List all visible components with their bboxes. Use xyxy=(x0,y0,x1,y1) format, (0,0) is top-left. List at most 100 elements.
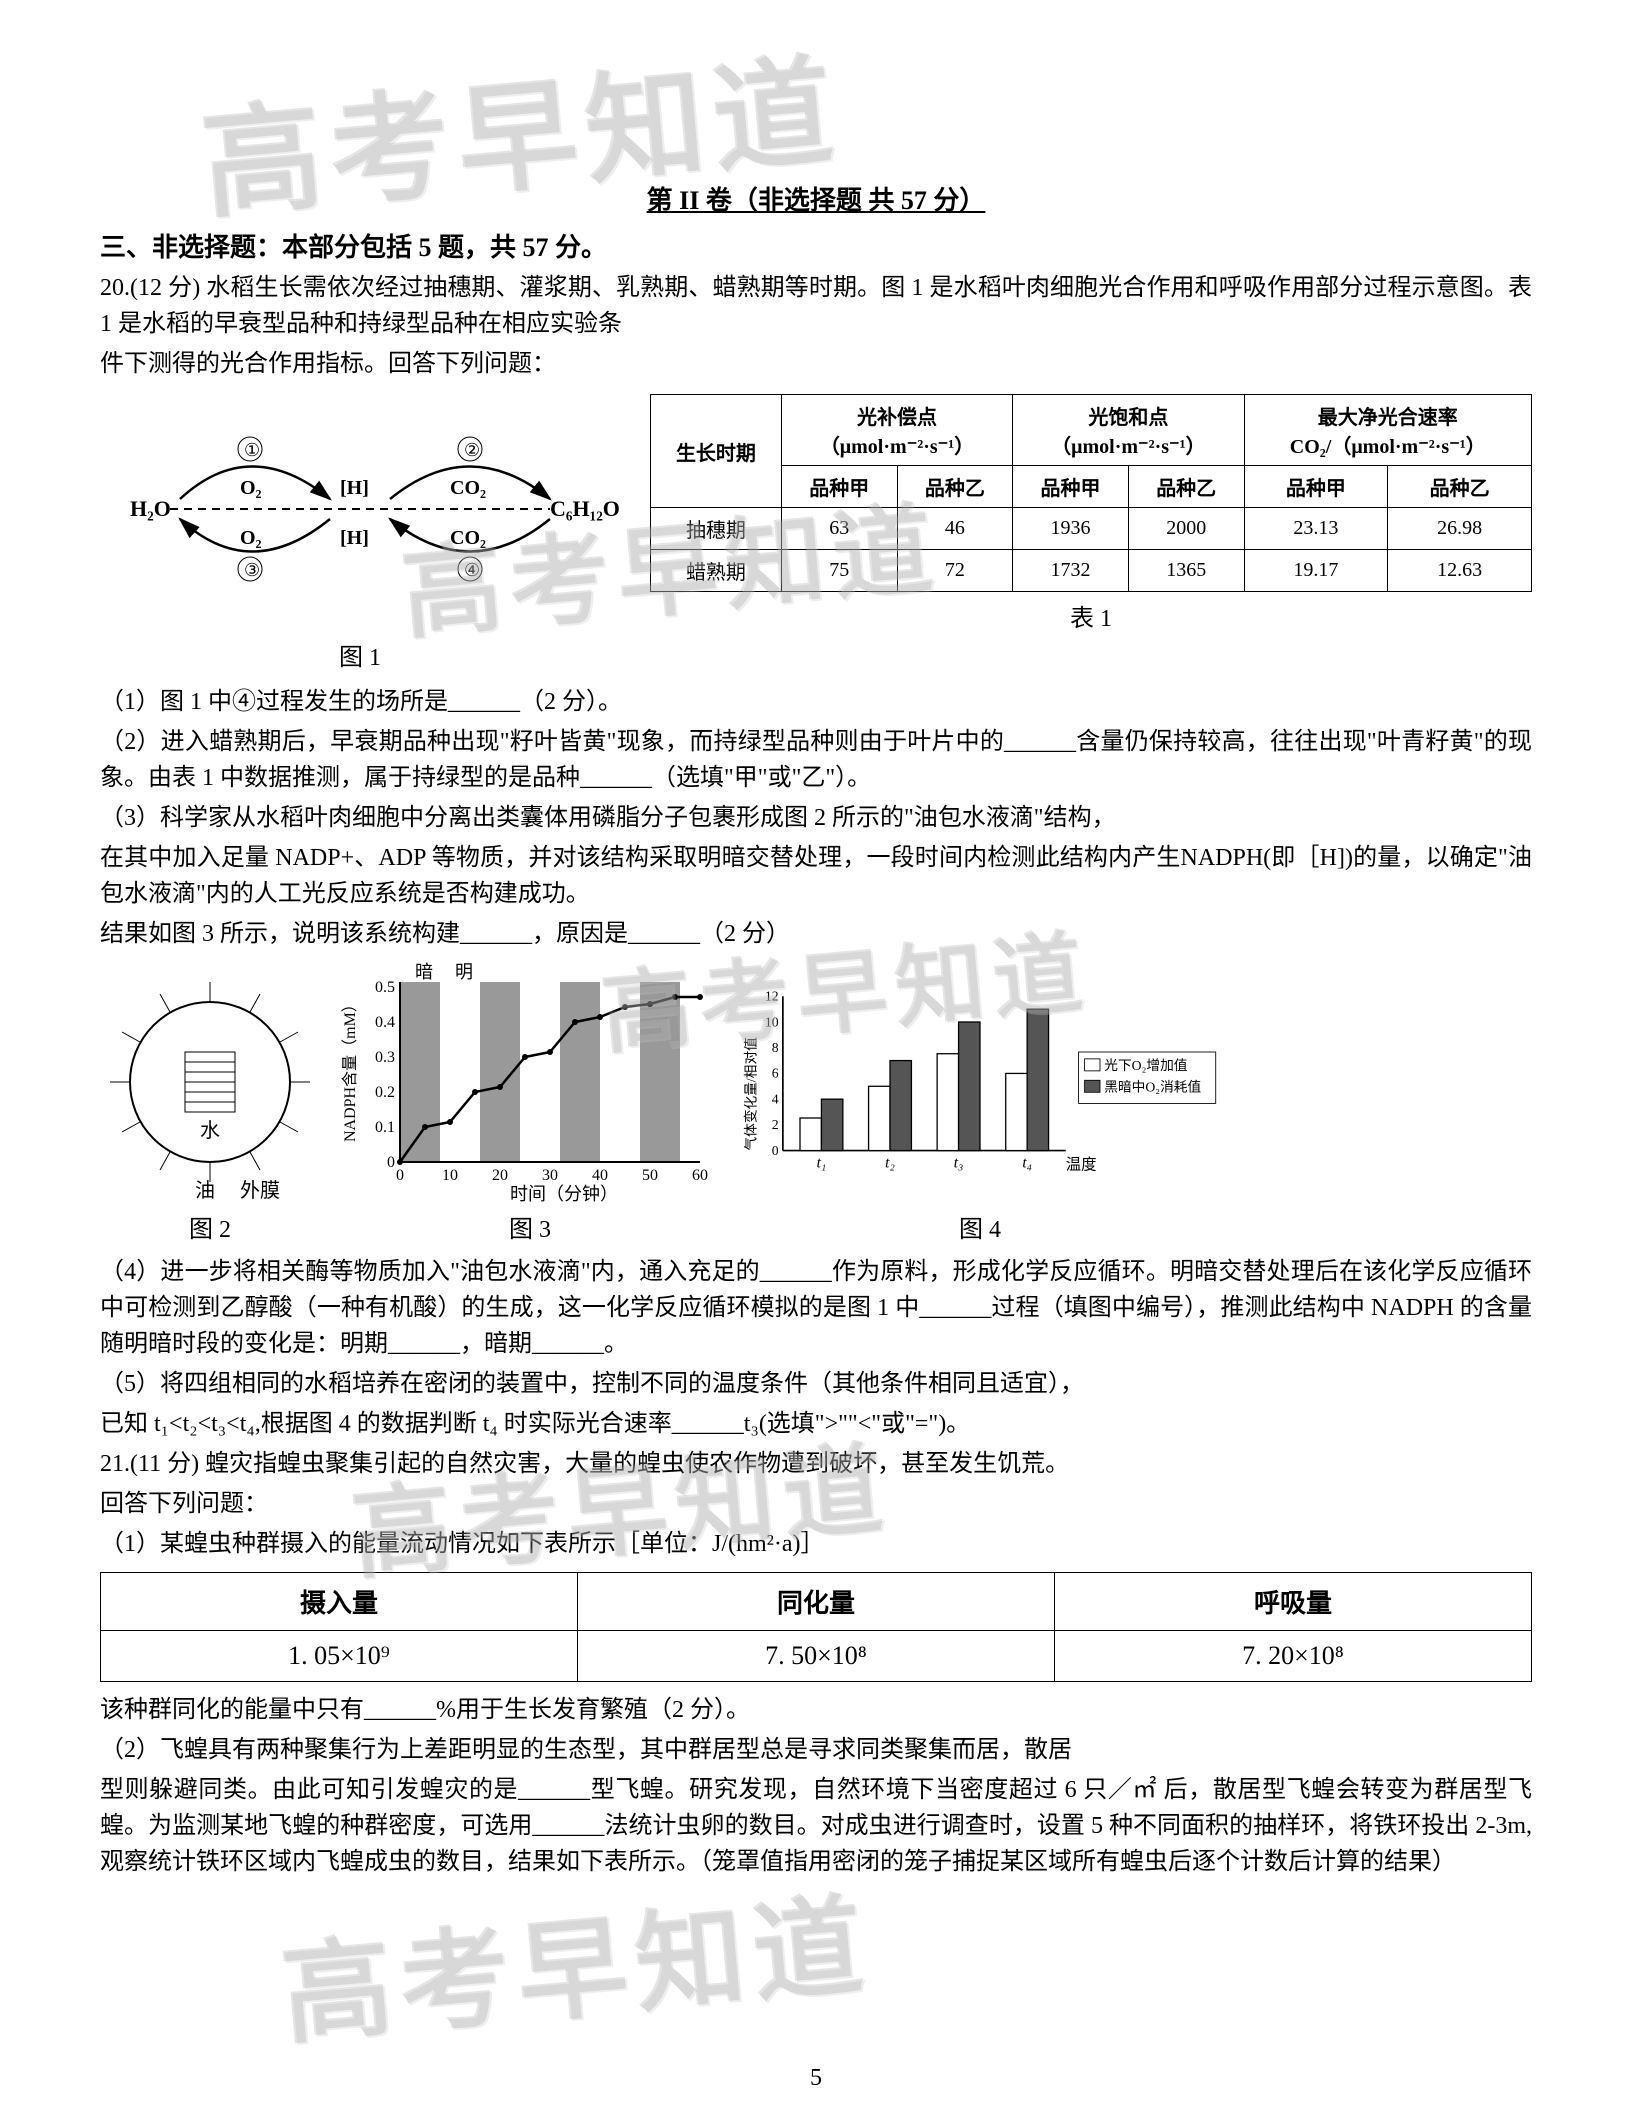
svg-text:O₂: O₂ xyxy=(240,477,262,499)
figure2-svg: 水 油 外膜 xyxy=(100,982,320,1202)
page-number: 5 xyxy=(810,2065,822,2092)
figure1-table1-row: H₂O C₆H₁₂O₆ O₂ CO₂ O₂ CO₂ [H] [H] ① ② ③ … xyxy=(100,394,1532,672)
svg-text:黑暗中O₂消耗值: 黑暗中O₂消耗值 xyxy=(1104,1079,1201,1094)
figure1-label: 图 1 xyxy=(100,637,620,672)
svg-text:t₄: t₄ xyxy=(1022,1155,1032,1172)
figures-234-row: 水 油 外膜 图 2 0 0.1 0.2 0.3 0.4 0.5 xyxy=(100,962,1532,1244)
table-row: 蜡熟期 75 72 1732 1365 19.17 12.63 xyxy=(651,550,1532,592)
svg-text:2: 2 xyxy=(772,1117,779,1132)
table1-header-max: 最大净光合速率 CO₂/（μmol·m⁻²·s⁻¹） xyxy=(1244,395,1531,466)
table-row: 抽穗期 63 46 1936 2000 23.13 26.98 xyxy=(651,508,1532,550)
table1-var-a: 品种甲 xyxy=(781,466,897,508)
figure2-label: 图 2 xyxy=(100,1209,320,1244)
q20-part2: （2）进入蜡熟期后，早衰期品种出现"籽叶皆黄"现象，而持绿型品种则由于叶片中的_… xyxy=(100,724,1532,796)
svg-text:0: 0 xyxy=(396,1167,404,1184)
svg-text:C₆H₁₂O₆: C₆H₁₂O₆ xyxy=(550,496,620,521)
svg-text:水: 水 xyxy=(200,1119,220,1142)
svg-text:0.2: 0.2 xyxy=(375,1084,395,1101)
svg-text:t₂: t₂ xyxy=(885,1155,895,1172)
svg-text:t₁: t₁ xyxy=(817,1155,827,1172)
svg-text:光下O₂增加值: 光下O₂增加值 xyxy=(1104,1058,1187,1073)
table1-var-b: 品种乙 xyxy=(1128,466,1244,508)
figure3-block: 0 0.1 0.2 0.3 0.4 0.5 0 10 20 30 40 50 6… xyxy=(340,962,720,1244)
table1-container: 生长时期 光补偿点 （μmol·m⁻²·s⁻¹） 光饱和点 （μmol·m⁻²·… xyxy=(650,394,1532,633)
table1-header-period: 生长时期 xyxy=(651,395,782,508)
figure4-label: 图 4 xyxy=(740,1209,1220,1244)
section-header: 第 II 卷（非选择题 共 57 分） xyxy=(100,180,1532,217)
svg-text:④: ④ xyxy=(464,560,480,580)
svg-text:0.5: 0.5 xyxy=(375,979,395,996)
svg-text:暗: 暗 xyxy=(415,962,433,982)
svg-text:H₂O: H₂O xyxy=(130,496,171,521)
svg-text:30: 30 xyxy=(542,1167,558,1184)
table1-header-comp: 光补偿点 （μmol·m⁻²·s⁻¹） xyxy=(781,395,1012,466)
svg-text:40: 40 xyxy=(592,1167,608,1184)
svg-text:0: 0 xyxy=(772,1143,779,1158)
svg-text:0.3: 0.3 xyxy=(375,1049,395,1066)
q21-part2b: 型则躲避同类。由此可知引发蝗灾的是______型飞蝗。研究发现，自然环境下当密度… xyxy=(100,1772,1532,1880)
svg-text:O₂: O₂ xyxy=(240,527,262,549)
figure1-container: H₂O C₆H₁₂O₆ O₂ CO₂ O₂ CO₂ [H] [H] ① ② ③ … xyxy=(100,394,620,672)
table1: 生长时期 光补偿点 （μmol·m⁻²·s⁻¹） 光饱和点 （μmol·m⁻²·… xyxy=(650,394,1532,592)
q20-part5a: （5）将四组相同的水稻培养在密闭的装置中，控制不同的温度条件（其他条件相同且适宜… xyxy=(100,1366,1532,1402)
figure4-block: 0 2 4 6 8 10 12 t₁ t₂ xyxy=(740,962,1220,1244)
table1-var-a: 品种甲 xyxy=(1013,466,1129,508)
svg-text:6: 6 xyxy=(772,1066,779,1081)
svg-text:0: 0 xyxy=(387,1154,395,1171)
svg-text:0.4: 0.4 xyxy=(375,1014,395,1031)
q20-part3c: 结果如图 3 所示，说明该系统构建______，原因是______（2 分） xyxy=(100,916,1532,952)
svg-text:温度: 温度 xyxy=(1066,1155,1097,1173)
energy-header-intake: 摄入量 xyxy=(101,1573,578,1631)
watermark: 高考早知道 xyxy=(274,1855,876,2066)
svg-text:0.1: 0.1 xyxy=(375,1119,395,1136)
svg-text:明: 明 xyxy=(455,962,473,982)
svg-text:CO₂: CO₂ xyxy=(450,477,486,499)
svg-text:t₃: t₃ xyxy=(954,1155,964,1172)
svg-text:10: 10 xyxy=(765,1014,779,1029)
q21-intro2: 回答下列问题： xyxy=(100,1486,1532,1522)
svg-text:[H]: [H] xyxy=(340,477,369,499)
svg-text:[H]: [H] xyxy=(340,527,369,549)
q20-part4: （4）进一步将相关酶等物质加入"油包水液滴"内，通入充足的______作为原料，… xyxy=(100,1254,1532,1362)
svg-text:20: 20 xyxy=(492,1167,508,1184)
q21-part1b: 该种群同化的能量中只有______%用于生长发育繁殖（2 分）。 xyxy=(100,1692,1532,1728)
table1-var-b: 品种乙 xyxy=(897,466,1013,508)
q20-intro2: 件下测得的光合作用指标。回答下列问题： xyxy=(100,346,1532,382)
table1-var-a: 品种甲 xyxy=(1244,466,1388,508)
q21-part2a: （2）飞蝗具有两种聚集行为上差距明显的生态型，其中群居型总是寻求同类聚集而居，散… xyxy=(100,1732,1532,1768)
subsection-title: 三、非选择题：本部分包括 5 题，共 57 分。 xyxy=(100,227,1532,264)
figure3-label: 图 3 xyxy=(340,1209,720,1244)
q21-part1: （1）某蝗虫种群摄入的能量流动情况如下表所示［单位：J/(hm²·a)］ xyxy=(100,1526,1532,1562)
q20-part1: （1）图 1 中④过程发生的场所是______（2 分）。 xyxy=(100,684,1532,720)
figure2-block: 水 油 外膜 图 2 xyxy=(100,982,320,1244)
svg-text:①: ① xyxy=(244,440,260,460)
figure3-svg: 0 0.1 0.2 0.3 0.4 0.5 0 10 20 30 40 50 6… xyxy=(340,962,720,1202)
svg-text:12: 12 xyxy=(765,989,779,1004)
svg-text:时间（分钟）: 时间（分钟） xyxy=(510,1184,618,1202)
table1-label: 表 1 xyxy=(650,598,1532,633)
svg-text:NADPH含量（mM）: NADPH含量（mM） xyxy=(341,996,359,1142)
energy-cell-intake: 1. 05×10⁹ xyxy=(101,1631,578,1682)
svg-text:油: 油 xyxy=(195,1179,215,1202)
svg-text:4: 4 xyxy=(772,1091,779,1106)
energy-cell-assim: 7. 50×10⁸ xyxy=(578,1631,1055,1682)
figure1-svg: H₂O C₆H₁₂O₆ O₂ CO₂ O₂ CO₂ [H] [H] ① ② ③ … xyxy=(100,394,620,624)
energy-cell-resp: 7. 20×10⁸ xyxy=(1055,1631,1532,1682)
energy-header-resp: 呼吸量 xyxy=(1055,1573,1532,1631)
energy-header-assim: 同化量 xyxy=(578,1573,1055,1631)
svg-text:10: 10 xyxy=(442,1167,458,1184)
q20-part3b: 在其中加入足量 NADP+、ADP 等物质，并对该结构采取明暗交替处理，一段时间… xyxy=(100,840,1532,912)
energy-table: 摄入量 同化量 呼吸量 1. 05×10⁹ 7. 50×10⁸ 7. 20×10… xyxy=(100,1572,1532,1682)
svg-text:外膜: 外膜 xyxy=(240,1179,280,1202)
svg-text:②: ② xyxy=(464,440,480,460)
figure4-svg: 0 2 4 6 8 10 12 t₁ t₂ xyxy=(740,962,1220,1202)
svg-text:8: 8 xyxy=(772,1040,779,1055)
svg-text:60: 60 xyxy=(692,1167,708,1184)
q20-intro: 20.(12 分) 水稻生长需依次经过抽穗期、灌浆期、乳熟期、蜡熟期等时期。图 … xyxy=(100,270,1532,342)
svg-text:气体变化量/相对值: 气体变化量/相对值 xyxy=(743,1037,758,1151)
svg-text:CO₂: CO₂ xyxy=(450,527,486,549)
svg-text:50: 50 xyxy=(642,1167,658,1184)
q20-part3a: （3）科学家从水稻叶肉细胞中分离出类囊体用磷脂分子包裹形成图 2 所示的"油包水… xyxy=(100,800,1532,836)
table1-header-sat: 光饱和点 （μmol·m⁻²·s⁻¹） xyxy=(1013,395,1244,466)
svg-text:③: ③ xyxy=(244,560,260,580)
